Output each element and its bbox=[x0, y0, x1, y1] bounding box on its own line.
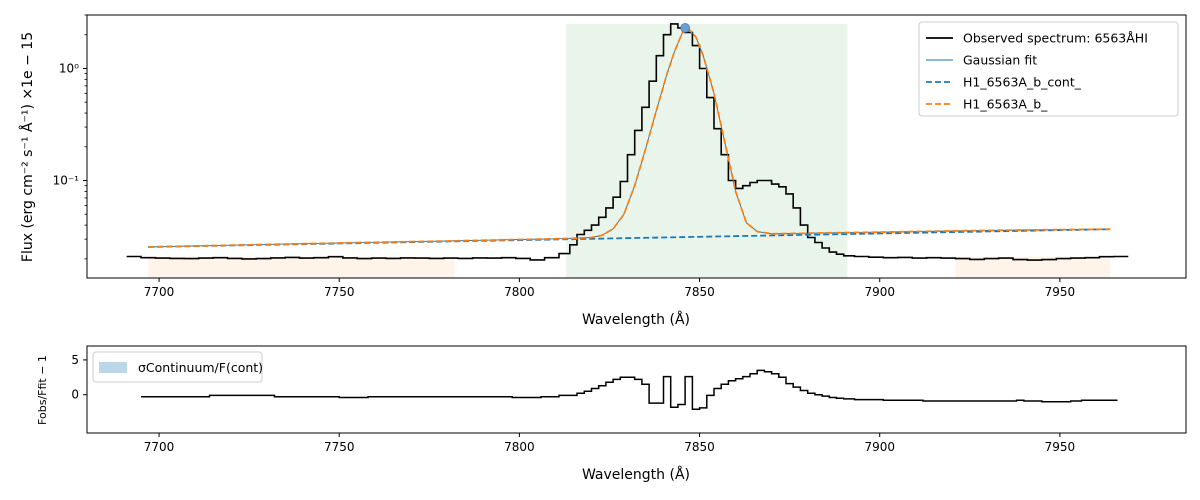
shaded-region-continuum-2 bbox=[955, 256, 1111, 278]
residual-line bbox=[141, 369, 1118, 411]
residual-series bbox=[141, 369, 1118, 411]
residual-legend-swatch bbox=[99, 362, 127, 373]
residual-panel: 7700 7750 7800 7850 7900 7950 50 Wavelength (… bbox=[36, 345, 1187, 483]
residual-y-axis-label: Fobs/Ffit − 1 bbox=[36, 355, 49, 425]
legend-label-2: H1_6563A_b_cont_ bbox=[963, 75, 1082, 90]
spectrum-ytick-label: 10⁰ bbox=[59, 61, 79, 75]
residual-xtick-label: 7750 bbox=[324, 440, 355, 454]
residual-x-axis-label: Wavelength (Å) bbox=[582, 466, 690, 483]
spectrum-legend-box bbox=[918, 21, 1179, 117]
spectrum-xtick-label: 7900 bbox=[864, 285, 895, 299]
spectrum-y-axis-label: Flux (erg cm⁻² s⁻¹ Å⁻¹) ×1e − 15 bbox=[19, 32, 36, 262]
legend-label-1: Gaussian fit bbox=[963, 53, 1037, 68]
residual-xtick-label: 7700 bbox=[144, 440, 175, 454]
residual-axes-frame bbox=[86, 345, 1187, 434]
residual-xtick-label: 7900 bbox=[864, 440, 895, 454]
spectrum-y-ticks: 10⁰ 10⁻¹ bbox=[53, 14, 87, 260]
residual-legend: σContinuum/F(cont) bbox=[92, 351, 263, 383]
spectrum-x-axis-label: Wavelength (Å) bbox=[582, 311, 690, 328]
spectrum-xtick-label: 7850 bbox=[684, 285, 715, 299]
legend-label-0: Observed spectrum: 6563ÅHI bbox=[963, 31, 1148, 46]
spectrum-xtick-label: 7950 bbox=[1045, 285, 1076, 299]
peak-point bbox=[680, 23, 690, 33]
shaded-region-continuum-0 bbox=[148, 256, 455, 278]
residual-x-ticks: 7700 7750 7800 7850 7900 7950 bbox=[144, 433, 1075, 454]
spectrum-panel: 7700 7750 7800 7850 7900 7950 10⁰ 10⁻¹ Wavelen… bbox=[19, 14, 1187, 328]
residual-xtick-label: 7800 bbox=[504, 440, 535, 454]
residual-xtick-label: 7850 bbox=[684, 440, 715, 454]
residual-xtick-label: 7950 bbox=[1045, 440, 1076, 454]
residual-legend-label: σContinuum/F(cont) bbox=[138, 360, 263, 375]
spectrum-series bbox=[126, 23, 1129, 261]
spectrum-xtick-label: 7800 bbox=[504, 285, 535, 299]
continuum-fit-line bbox=[148, 228, 1111, 248]
shaded-region-line-1 bbox=[566, 23, 848, 279]
residual-y-ticks: 50 bbox=[71, 353, 87, 402]
residual-ytick-label: 0 bbox=[71, 388, 79, 402]
spectrum-xtick-label: 7700 bbox=[144, 285, 175, 299]
residual-ytick-label: 5 bbox=[71, 353, 79, 367]
spectrum-legend: Observed spectrum: 6563ÅHI Gaussian fit H1… bbox=[918, 21, 1179, 117]
observed-spectrum-line bbox=[126, 23, 1129, 261]
component-fit-line bbox=[148, 26, 1111, 248]
legend-label-3: H1_6563A_b_ bbox=[963, 97, 1048, 112]
spectrum-ytick-label: 10⁻¹ bbox=[53, 174, 80, 188]
peak-marker bbox=[680, 23, 690, 33]
spectrum-xtick-label: 7750 bbox=[324, 285, 355, 299]
residual-legend-box bbox=[92, 351, 263, 383]
spectrum-x-ticks: 7700 7750 7800 7850 7900 7950 bbox=[144, 278, 1075, 299]
